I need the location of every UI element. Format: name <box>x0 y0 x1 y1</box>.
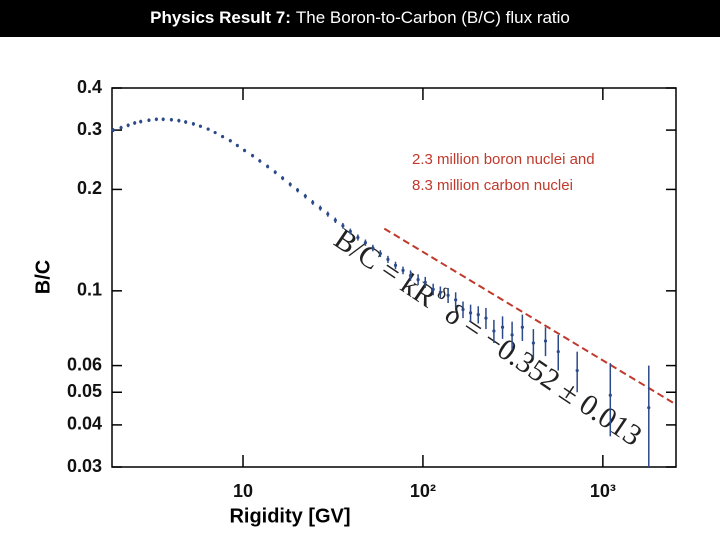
annotation: 2.3 million boron nuclei and <box>412 151 595 168</box>
data-point <box>476 313 480 317</box>
data-point <box>273 170 277 174</box>
data-point <box>111 128 115 132</box>
data-point <box>311 200 315 205</box>
data-point <box>191 122 196 126</box>
data-point <box>408 273 413 278</box>
y-tick-label: 0.03 <box>67 456 102 476</box>
data-point <box>119 126 123 130</box>
y-tick-label: 0.1 <box>77 280 102 300</box>
data-point <box>250 154 255 158</box>
data-point <box>500 325 505 329</box>
data-point <box>288 182 292 186</box>
data-point <box>133 121 137 125</box>
y-tick-label: 0.04 <box>67 414 102 434</box>
data-point <box>348 229 352 234</box>
data-point <box>492 329 496 333</box>
y-tick-label: 0.05 <box>67 381 102 401</box>
annotation: 8.3 million carbon nuclei <box>412 177 573 194</box>
data-point <box>213 130 217 135</box>
data-point <box>184 120 188 124</box>
data-point <box>147 118 151 122</box>
data-point <box>543 339 548 343</box>
plot-frame <box>111 87 677 468</box>
data-point <box>169 118 174 122</box>
title-text: The Boron-to-Carbon (B/C) flux ratio <box>296 8 570 27</box>
data-point <box>416 277 420 282</box>
data-point <box>161 117 165 121</box>
title-bar <box>0 0 720 37</box>
fit-line <box>383 227 677 406</box>
data-point <box>531 341 535 345</box>
y-tick-label: 0.2 <box>77 178 102 198</box>
data-point <box>341 224 345 228</box>
data-point <box>423 280 427 284</box>
data-point <box>363 241 368 245</box>
data-point <box>520 325 524 329</box>
x-tick-label: 10³ <box>590 481 616 501</box>
data-point <box>468 311 473 315</box>
data-point <box>431 287 435 291</box>
y-axis-label: B/C <box>32 260 54 294</box>
data-point <box>484 316 488 320</box>
data-point <box>446 293 450 297</box>
data-point <box>556 350 560 354</box>
data-point <box>438 290 442 294</box>
data-point <box>177 119 181 123</box>
data-point <box>356 235 360 240</box>
data-point <box>235 143 239 148</box>
data-point <box>575 368 579 373</box>
y-tick-label: 0.3 <box>77 119 102 139</box>
formula-part: B/C = kR <box>328 222 442 314</box>
data-point <box>333 218 337 222</box>
y-tick-label: 0.06 <box>67 354 102 374</box>
data-point <box>461 307 465 312</box>
x-axis-label: Rigidity [GV] <box>229 505 350 527</box>
x-tick-label: 10² <box>410 481 436 501</box>
data-point <box>126 123 130 127</box>
data-point <box>326 212 330 216</box>
data-point <box>303 194 307 198</box>
slide-title: Physics Result 7: The Boron-to-Carbon (B/… <box>150 8 570 27</box>
x-tick-label: 10 <box>233 481 253 501</box>
formula: B/C = kRδδ = −0.352 ± 0.013 <box>328 218 650 452</box>
data-point <box>220 134 225 139</box>
data-point <box>647 406 651 410</box>
y-tick-label: 0.4 <box>77 77 102 97</box>
data-point <box>139 119 143 124</box>
data-point <box>386 257 390 261</box>
data-point <box>295 188 300 192</box>
data-point <box>608 393 612 397</box>
data-point <box>258 159 262 163</box>
data-point <box>378 251 382 256</box>
data-point <box>228 139 232 143</box>
title-label: Physics Result 7: <box>150 8 291 27</box>
data-point <box>154 117 158 121</box>
data-point <box>454 298 458 302</box>
data-point <box>266 164 270 169</box>
data-point <box>510 333 514 337</box>
data-point <box>401 268 405 272</box>
data-point <box>281 176 285 180</box>
data-point <box>318 206 322 210</box>
data-point <box>198 124 203 128</box>
data-point <box>371 246 375 250</box>
data-point <box>242 148 247 153</box>
data-point <box>393 263 398 267</box>
data-point <box>206 127 210 131</box>
